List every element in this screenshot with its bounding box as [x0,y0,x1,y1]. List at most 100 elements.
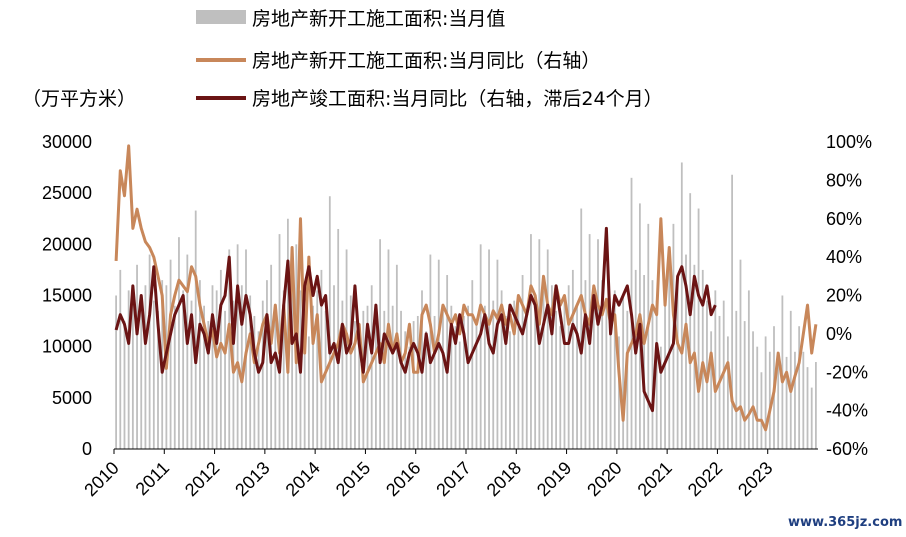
legend-item-bar: 房地产新开工施工面积:当月值 [196,8,505,30]
x-tick-label: 2012 [181,458,223,500]
bar [387,249,390,449]
y-right-tick-label: -60% [826,439,868,459]
bar [659,346,662,449]
bar [383,310,386,449]
bar [408,346,411,449]
x-tick-label: 2021 [634,458,676,500]
bar [546,249,549,449]
bar [199,280,201,449]
bar [236,244,239,449]
bar [471,280,474,449]
bar [354,321,356,449]
y-right-tick-label: -20% [826,362,868,382]
bar [584,280,587,449]
bar [530,234,532,449]
x-tick-label: 2011 [132,458,174,500]
bar [144,285,147,449]
y-left-tick-label: 30000 [42,132,92,152]
x-tick-label: 2013 [231,458,273,500]
bar [496,259,499,449]
bar [240,285,243,449]
bar [609,321,612,449]
bar [437,259,440,449]
x-tick-label: 2014 [282,458,324,500]
y-left-tick-label: 20000 [42,234,92,254]
bar [219,269,222,449]
bar [404,331,407,449]
bar [789,310,792,449]
bar [815,362,817,449]
bar [123,321,126,449]
bar [559,326,562,449]
bar [525,310,528,449]
bar [119,269,122,449]
bar [768,351,771,449]
bar [224,310,226,449]
bar [643,275,645,449]
bar [178,237,180,449]
bar [475,321,478,449]
bar [341,300,344,449]
bar [454,326,457,449]
bar [689,193,692,449]
bar [760,372,763,449]
bar [282,290,285,449]
x-tick-label: 2022 [684,458,726,500]
bar [316,290,319,449]
bar [127,290,130,449]
bar [701,269,704,449]
y-right-tick-label: 80% [826,170,862,190]
legend: 房地产新开工施工面积:当月值 房地产新开工施工面积:当月同比（右轴） 房地产竣工… [196,8,663,110]
bar [676,285,679,449]
bar [483,305,486,449]
bar [605,305,608,449]
bar [668,249,671,449]
bar [513,300,516,449]
bar [442,310,444,449]
bar [680,162,683,449]
bar [257,331,260,449]
bar [551,285,553,449]
bar [697,208,700,449]
legend-label-yoy: 房地产新开工施工面积:当月同比（右轴） [252,50,600,72]
y-left-tick-label: 15000 [42,286,92,306]
bar [375,321,377,449]
bar [194,210,197,449]
bar [664,300,666,449]
bar [169,259,172,449]
bar [186,254,189,449]
bar [228,249,231,449]
bar [370,285,373,449]
y-right-tick-label: 100% [826,132,872,152]
y-axis-right: -60% -40% -20% 0% 20% 40% 60% 80% 100% [826,132,872,459]
bar [429,254,432,449]
bar [115,295,117,449]
completion-line [114,226,717,413]
bar [580,208,583,449]
bar [492,300,495,449]
bar [798,326,801,449]
bar [152,300,155,449]
bar [211,285,214,449]
bar [576,305,578,449]
bar [136,264,138,449]
y-right-tick-label: -40% [826,401,868,421]
bar [157,310,159,449]
x-tick-label: 2017 [432,458,474,500]
bar [416,315,419,449]
bar [467,305,469,449]
bar [743,321,746,449]
bar [203,305,205,449]
bar [731,174,733,449]
bar [291,285,293,449]
yoy-line [114,144,818,432]
bar [521,275,524,449]
bar [303,321,306,449]
bar [261,300,264,449]
bar [735,310,738,449]
bar [509,331,511,449]
bar [504,315,507,449]
bar [794,351,796,449]
bar [563,295,566,449]
